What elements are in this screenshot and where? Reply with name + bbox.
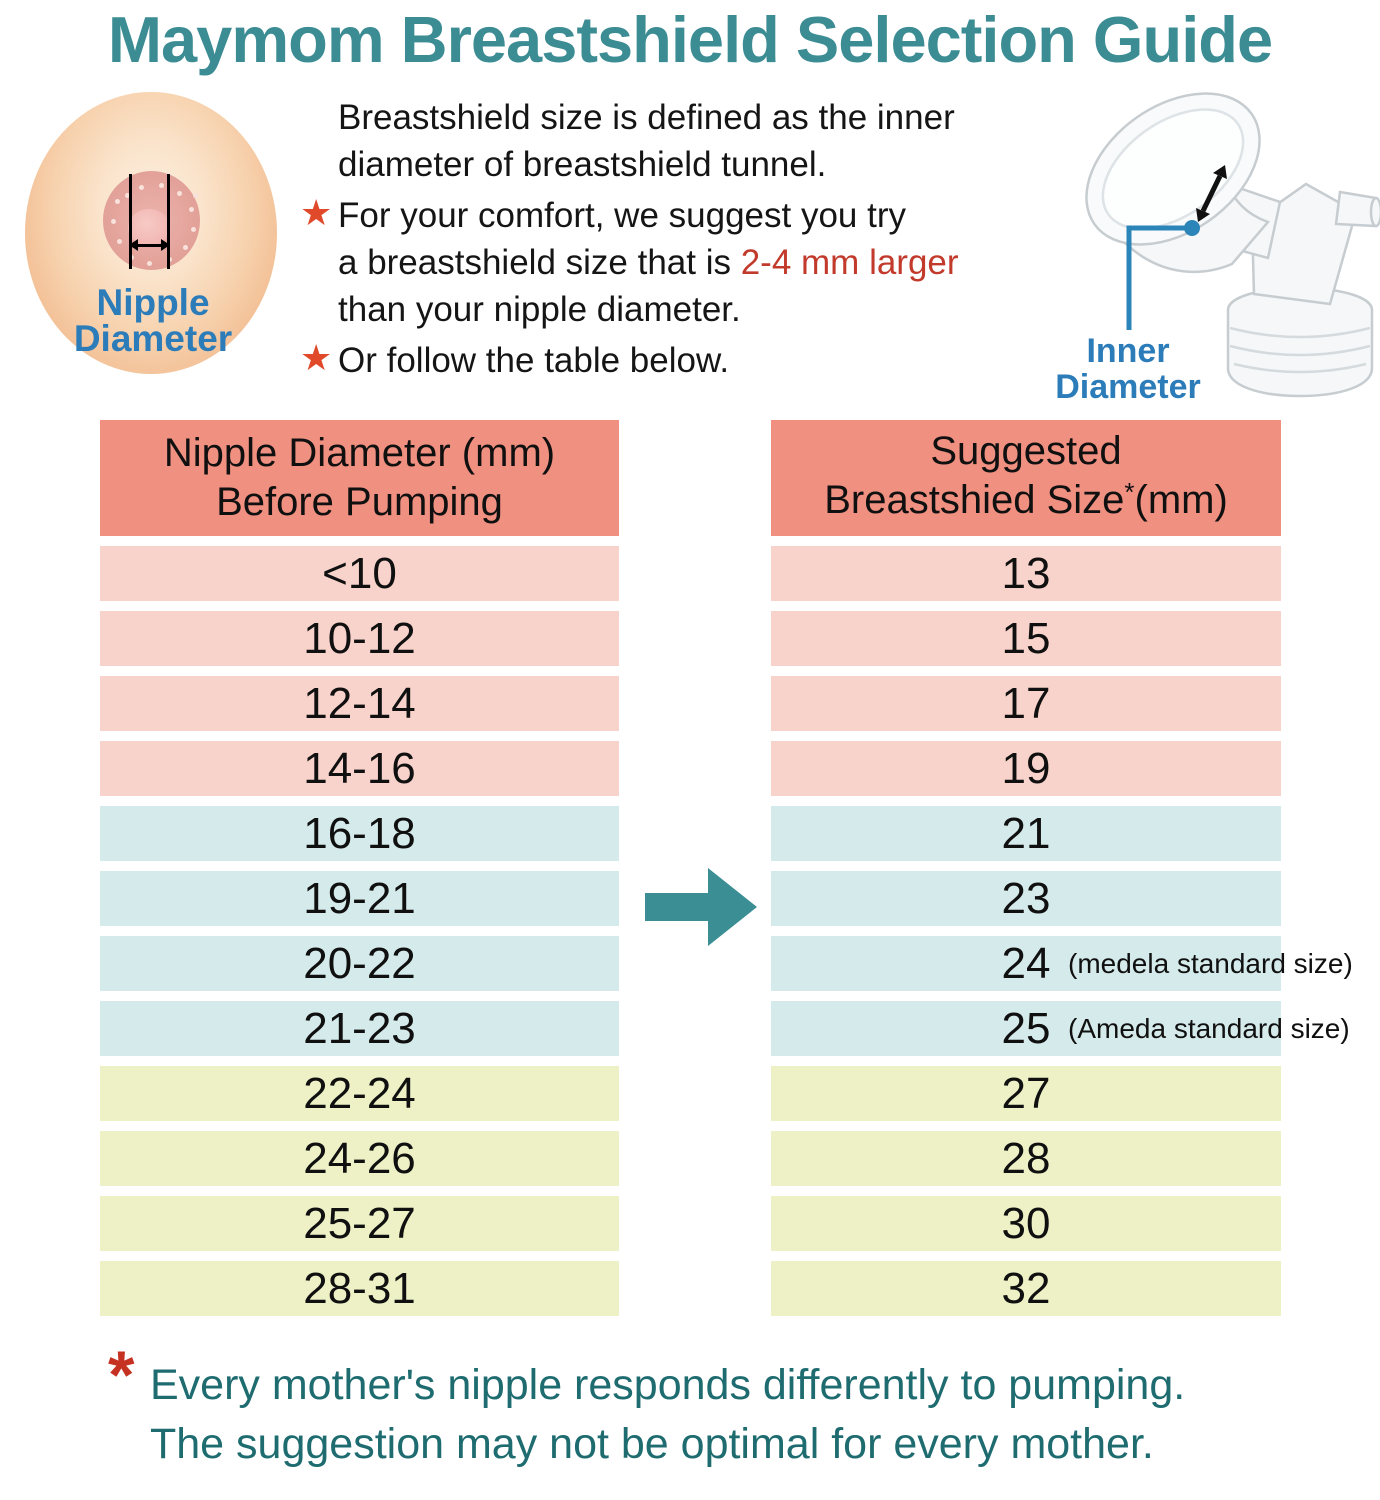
cell-value: 21-23 (303, 1003, 416, 1053)
asterisk-superscript: * (1124, 477, 1135, 507)
left-header-line2: Before Pumping (216, 480, 503, 524)
mapping-arrow-icon (645, 868, 757, 946)
cell-value: 22-24 (303, 1068, 416, 1118)
cell-value: 23 (1001, 873, 1051, 923)
breastshield-illustration: Inner Diameter (1055, 92, 1380, 406)
page-title: Maymom Breastshield Selection Guide (107, 3, 1273, 76)
table-row: 28-31 (100, 1261, 619, 1316)
nipple-diameter-label-line1: Nipple (96, 282, 210, 323)
table-row: 15 (771, 611, 1281, 666)
cell-value: 25-27 (303, 1198, 416, 1248)
measure-line-left (129, 174, 132, 269)
nipple-diameter-table: Nipple Diameter (mm) Before Pumping <10 … (100, 420, 619, 1316)
table-row: 27 (771, 1066, 1281, 1121)
footnote-text: Every mother's nipple responds different… (150, 1356, 1185, 1474)
cell-value: 24 (1001, 938, 1051, 988)
table-row: <10 (100, 546, 619, 601)
star-icon: ★ (300, 192, 333, 233)
star-icon: ★ (300, 337, 333, 378)
cell-value: 15 (1001, 613, 1051, 663)
table-row: 12-14 (100, 676, 619, 731)
cell-value: 28-31 (303, 1263, 416, 1313)
intro-line-1: Breastshield size is defined as the inne… (338, 98, 955, 137)
table-row: 28 (771, 1131, 1281, 1186)
cell-value: 32 (1001, 1263, 1051, 1313)
table-row: 14-16 (100, 741, 619, 796)
inner-diameter-callout (1126, 220, 1200, 330)
bullet2-line: Or follow the table below. (338, 341, 730, 380)
nipple-diameter-label-line2: Diameter (73, 318, 233, 359)
table-row: 24-26 (100, 1131, 619, 1186)
right-header-line2-text: Breastshied Size (824, 478, 1125, 522)
cell-value: 16-18 (303, 808, 416, 858)
table-row: 25-27 (100, 1196, 619, 1251)
cell-value: 25 (1001, 1003, 1051, 1053)
cell-value: 17 (1001, 678, 1051, 728)
table-row: 22-24 (100, 1066, 619, 1121)
table-row: 19 (771, 741, 1281, 796)
inner-diameter-label-line2: Diameter (1055, 368, 1201, 406)
bullet1-highlight-text: 2-4 mm larger (740, 243, 959, 282)
measure-line-right (167, 174, 170, 269)
cell-value: 10-12 (303, 613, 416, 663)
cell-value: 19 (1001, 743, 1051, 793)
footnote-line2: The suggestion may not be optimal for ev… (150, 1420, 1154, 1468)
cell-value: 13 (1001, 548, 1051, 598)
bullet1-line-2: a breastshield size that is 2-4 mm large… (338, 243, 959, 283)
breastshield-size-table: Suggested Breastshied Size*(mm) 13 15 17… (771, 420, 1353, 1316)
right-table-header: Suggested Breastshied Size*(mm) (771, 420, 1281, 536)
intro-line-2: diameter of breastshield tunnel. (338, 145, 827, 184)
cell-value: 24-26 (303, 1133, 416, 1183)
diameter-arrow-icon (129, 239, 170, 251)
footnote-asterisk: * (108, 1337, 135, 1413)
right-header-line2-unit: (mm) (1134, 478, 1228, 522)
cell-value: 27 (1001, 1068, 1051, 1118)
table-row: 10-12 (100, 611, 619, 666)
table-row: 17 (771, 676, 1281, 731)
bullet1-line-3: than your nipple diameter. (338, 290, 741, 329)
cell-note: (medela standard size) (1068, 947, 1353, 979)
table-row: 13 (771, 546, 1281, 601)
cell-value: 20-22 (303, 938, 416, 988)
table-row: 19-21 (100, 871, 619, 926)
table-row: 30 (771, 1196, 1281, 1251)
cell-value: 19-21 (303, 873, 416, 923)
right-header-line1: Suggested (930, 429, 1122, 473)
left-table-header: Nipple Diameter (mm) Before Pumping (100, 420, 619, 536)
cell-value: 21 (1001, 808, 1051, 858)
cell-value: 30 (1001, 1198, 1051, 1248)
cell-value: 12-14 (303, 678, 416, 728)
right-header-line2: Breastshied Size*(mm) (824, 476, 1228, 529)
footnote-line1: Every mother's nipple responds different… (150, 1361, 1186, 1409)
cell-value: <10 (322, 548, 397, 598)
areola-dots (103, 171, 108, 176)
shield-base (1226, 286, 1374, 398)
inner-diameter-label-line1: Inner (1086, 332, 1169, 370)
table-row: 32 (771, 1261, 1281, 1316)
table-row: 21-23 (100, 1001, 619, 1056)
table-row: 20-22 (100, 936, 619, 991)
table-row: 21 (771, 806, 1281, 861)
table-row: 23 (771, 871, 1281, 926)
cell-value: 28 (1001, 1133, 1051, 1183)
nipple-diameter-diagram: Nipple Diameter (25, 92, 277, 374)
bullet1-line-2-text: a breastshield size that is (338, 243, 741, 282)
table-row: 24 (medela standard size) (771, 936, 1353, 991)
inner-diameter-arrow-icon (1196, 165, 1227, 222)
table-row: 25 (Ameda standard size) (771, 1001, 1350, 1056)
cell-note: (Ameda standard size) (1068, 1012, 1350, 1044)
bullet1-line-1: For your comfort, we suggest you try (338, 196, 906, 235)
cell-value: 14-16 (303, 743, 416, 793)
left-header-line1: Nipple Diameter (mm) (163, 431, 556, 475)
table-row: 16-18 (100, 806, 619, 861)
